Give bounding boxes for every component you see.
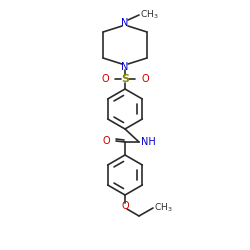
Text: O: O: [121, 201, 129, 211]
Text: O: O: [102, 74, 109, 84]
Text: N: N: [121, 62, 129, 72]
Text: CH$_3$: CH$_3$: [154, 202, 172, 214]
Text: O: O: [141, 74, 148, 84]
Text: CH$_3$: CH$_3$: [140, 9, 158, 21]
Text: N: N: [121, 18, 129, 28]
Text: NH: NH: [141, 137, 156, 147]
Text: S: S: [121, 74, 129, 84]
Text: O: O: [102, 136, 110, 146]
